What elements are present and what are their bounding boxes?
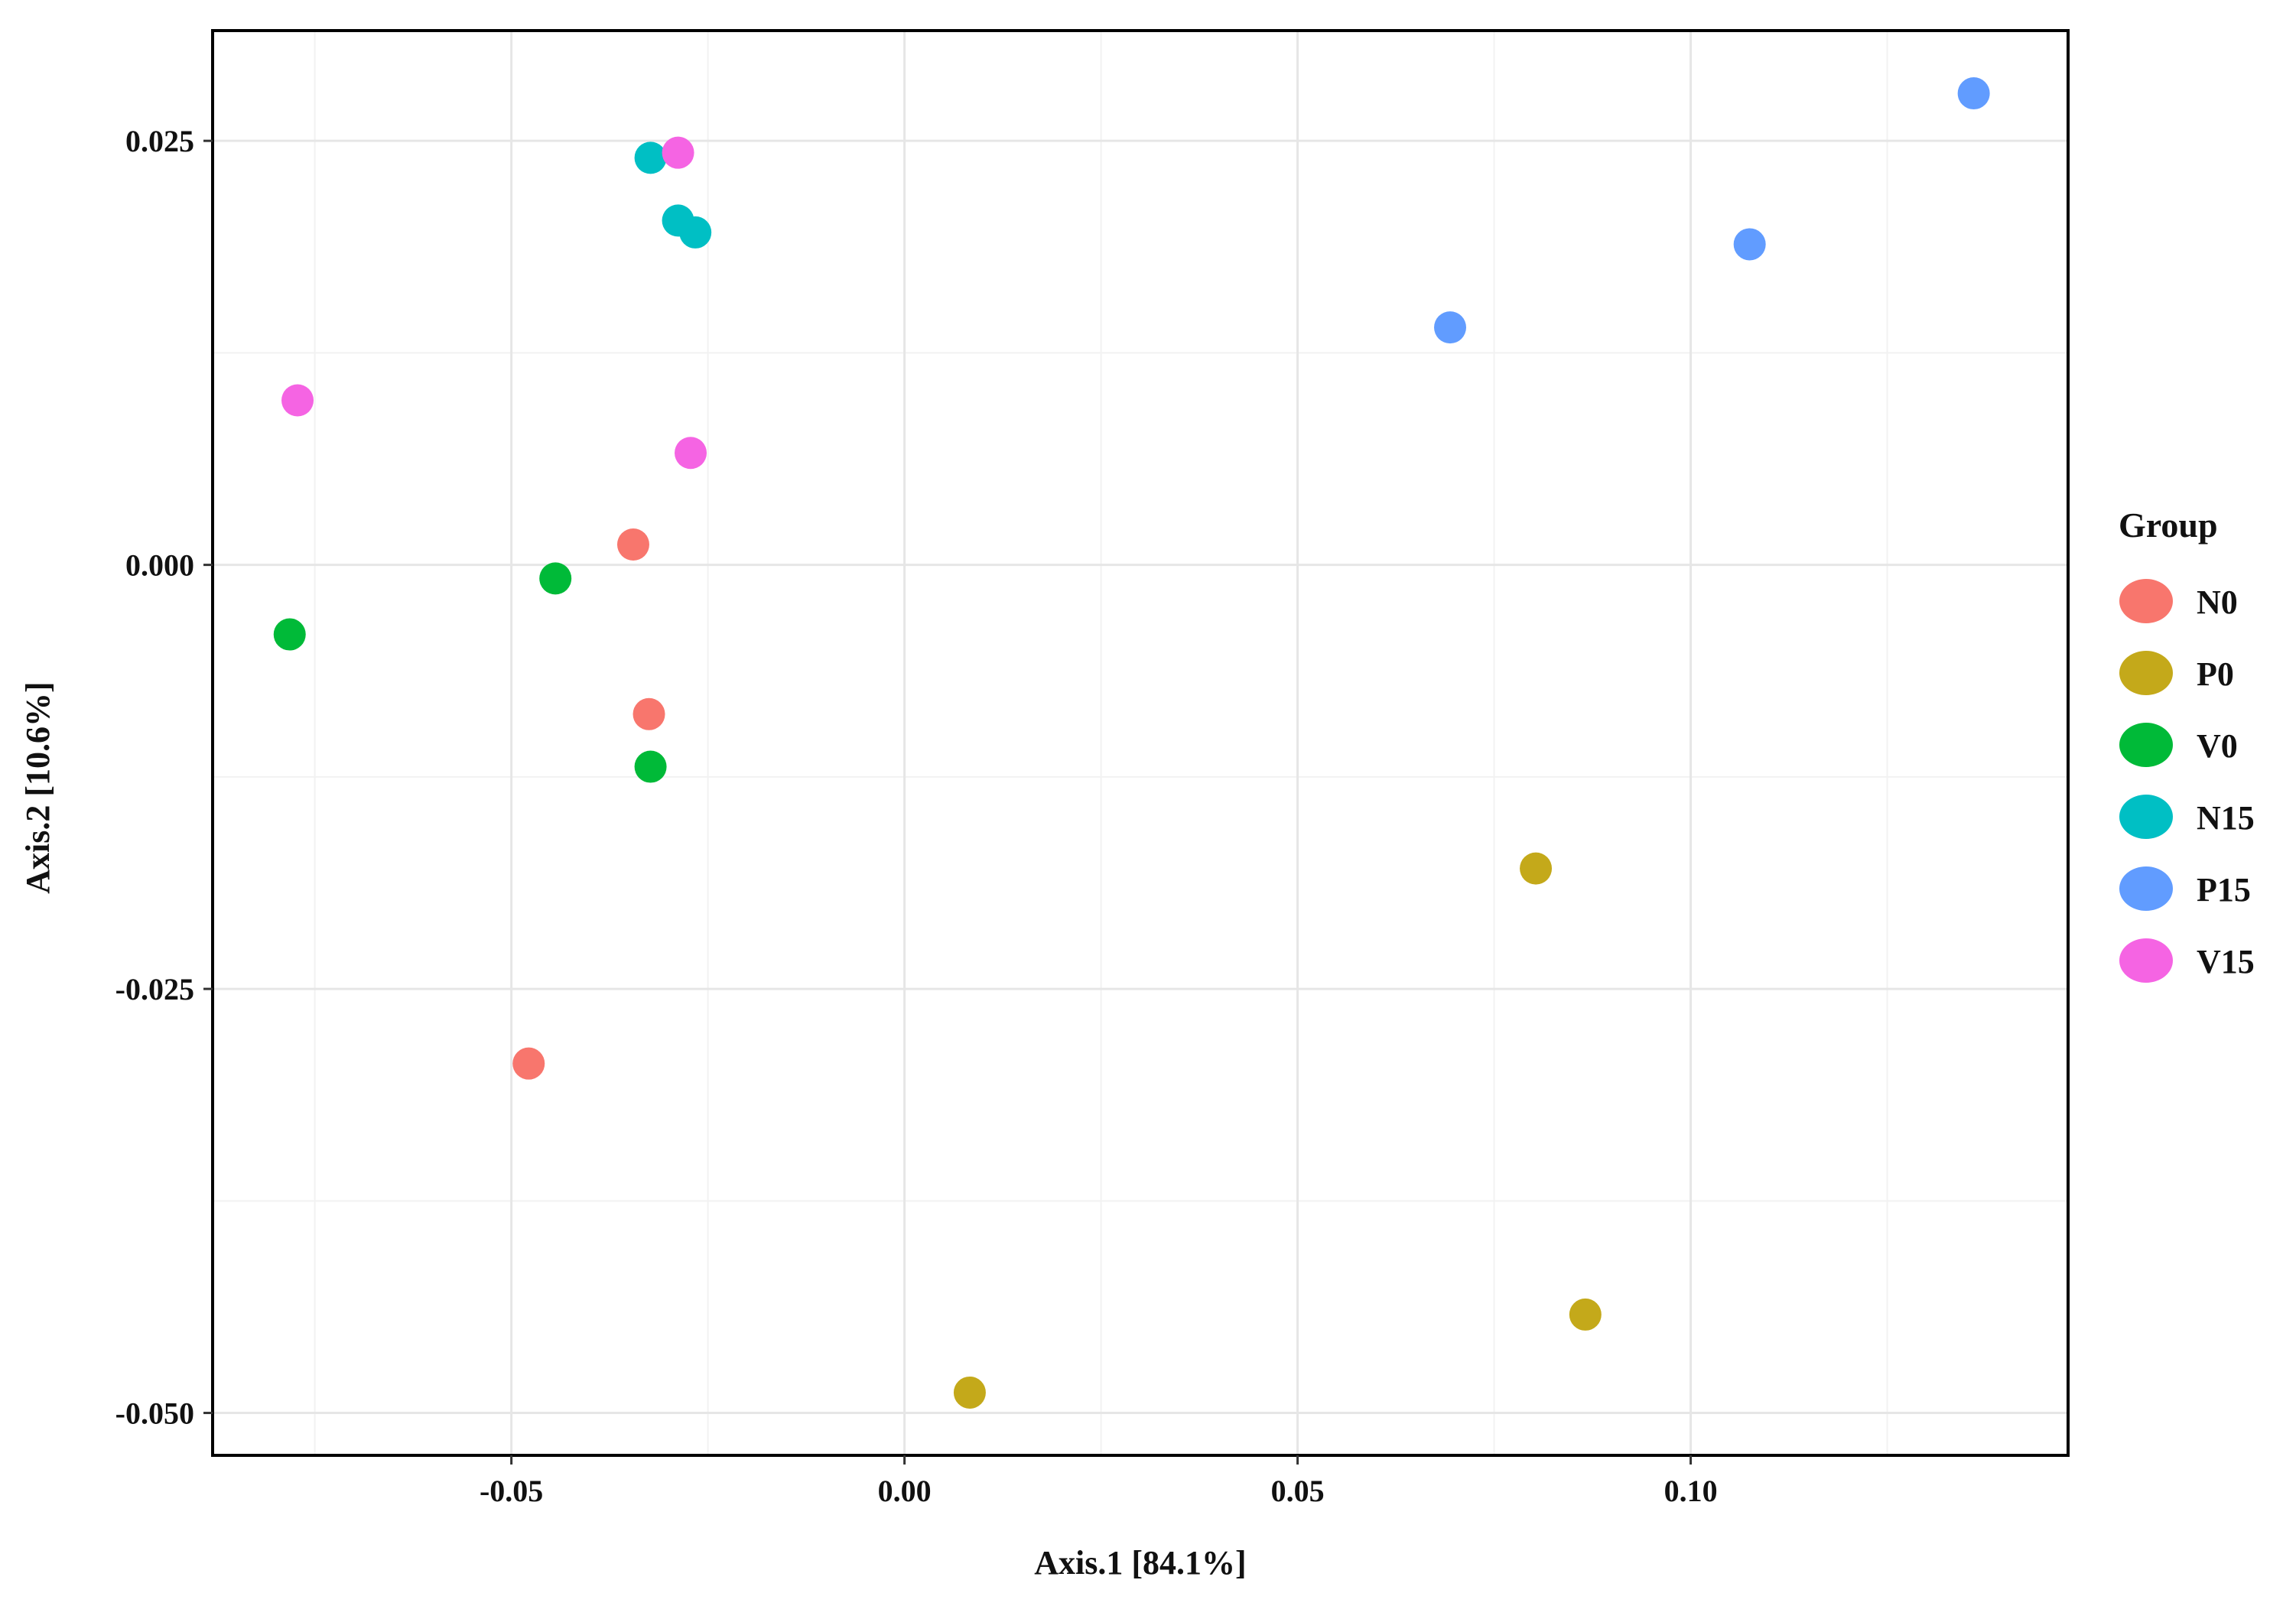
legend-key-p15: [2119, 866, 2173, 911]
point-n15: [634, 141, 667, 174]
point-n0: [512, 1047, 545, 1080]
point-v0: [539, 562, 572, 595]
x-tick-label: 0.00: [878, 1474, 932, 1508]
point-p15: [1957, 77, 1990, 110]
legend-label-v15: V15: [2197, 943, 2255, 980]
legend-title: Group: [2119, 506, 2218, 545]
y-tick-label: 0.025: [125, 124, 194, 158]
legend-items: N0 P0 V0 N15 P15 V15: [2119, 579, 2255, 983]
x-tick-label: 0.05: [1271, 1474, 1325, 1508]
ticks-layer: -0.05 0.00 0.05 0.10 -0.050 -0.025 0.000 0.025: [115, 124, 1718, 1508]
grid-layer: [213, 31, 2068, 1455]
legend: Group N0 P0 V0 N15 P15 V15: [2119, 506, 2255, 983]
legend-key-n0: [2119, 579, 2173, 623]
x-axis-title: Axis.1 [84.1%]: [1034, 1544, 1246, 1582]
point-v0: [634, 750, 667, 783]
legend-label-n15: N15: [2197, 799, 2255, 837]
plot-panel-border: [211, 29, 2070, 1457]
y-tick-label: -0.025: [115, 972, 194, 1006]
x-tick-label: -0.05: [480, 1474, 543, 1508]
legend-label-p15: P15: [2197, 871, 2251, 909]
x-tick-label: 0.10: [1664, 1474, 1718, 1508]
point-v15: [281, 384, 314, 417]
point-p15: [1733, 228, 1766, 261]
point-v0: [273, 618, 306, 651]
legend-key-p0: [2119, 651, 2173, 695]
point-p0: [1520, 852, 1553, 885]
point-p0: [953, 1376, 986, 1409]
point-n0: [616, 528, 649, 561]
legend-key-n15: [2119, 795, 2173, 839]
point-v15: [675, 437, 707, 470]
point-p0: [1569, 1298, 1602, 1331]
legend-label-n0: N0: [2197, 584, 2238, 621]
y-axis-title: Axis.2 [10.6%]: [19, 681, 57, 893]
legend-label-p0: P0: [2197, 655, 2234, 693]
legend-key-v0: [2119, 723, 2173, 767]
legend-key-v15: [2119, 938, 2173, 983]
point-p15: [1434, 311, 1467, 344]
point-n15: [679, 216, 712, 249]
points-layer: [273, 77, 1990, 1409]
point-v15: [662, 136, 694, 169]
y-tick-label: 0.000: [125, 548, 194, 583]
legend-label-v0: V0: [2197, 727, 2238, 765]
point-n0: [633, 697, 665, 730]
y-tick-label: -0.050: [115, 1396, 194, 1431]
